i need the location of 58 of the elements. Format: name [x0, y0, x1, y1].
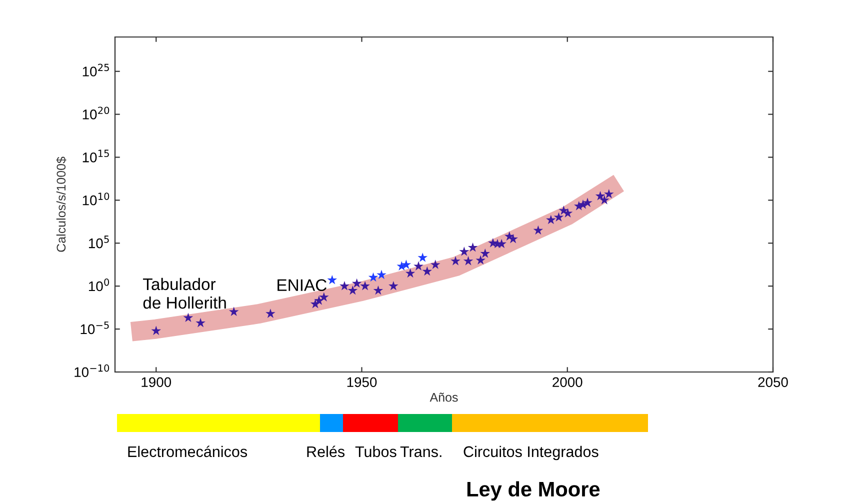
y-tick-label: 10$^{−5}$	[80, 322, 109, 334]
text: Relés	[307, 446, 345, 458]
annotation: Tabulador de Hollerith	[143, 278, 226, 309]
annotation: ENIAC	[278, 279, 327, 292]
point	[463, 256, 474, 266]
point	[340, 280, 350, 290]
text: Ley de Moore	[467, 481, 600, 501]
text: Tubos	[355, 446, 396, 458]
point	[414, 261, 424, 271]
point	[327, 274, 338, 284]
point	[151, 326, 162, 336]
point	[319, 292, 329, 302]
point	[401, 260, 412, 269]
point	[480, 248, 490, 258]
point	[604, 189, 614, 198]
point	[418, 252, 428, 262]
x-axis-title: Años	[430, 392, 458, 402]
point	[373, 285, 384, 295]
point	[554, 212, 564, 222]
point	[595, 190, 606, 200]
x-tick-label: 1950	[347, 377, 377, 388]
point	[405, 268, 416, 278]
point	[196, 318, 206, 328]
y-tick-label: 10$^{5}$	[88, 236, 109, 248]
point	[228, 306, 239, 316]
y-tick-label: 10$^{0}$	[88, 278, 110, 292]
point	[459, 246, 470, 256]
point	[476, 255, 486, 264]
point	[314, 296, 324, 305]
point	[360, 280, 370, 290]
y-tick-label: 10$^{20}$	[82, 106, 110, 120]
point	[266, 308, 276, 318]
x-tick-label: 2050	[758, 377, 788, 388]
point	[368, 272, 378, 282]
point	[546, 214, 556, 224]
text: Circuitos Integrados	[464, 446, 598, 460]
text: Trans.	[400, 446, 442, 458]
y-tick-label: 10$^{15}$	[82, 150, 109, 162]
point	[468, 242, 478, 252]
point	[376, 270, 386, 280]
point	[352, 278, 362, 288]
y-tick-label: 10$^{−10}$	[74, 364, 110, 378]
point	[183, 312, 194, 322]
point	[430, 260, 440, 269]
point	[582, 198, 592, 207]
y-tick-label: 10$^{10}$	[82, 192, 110, 206]
point	[422, 266, 432, 276]
point	[450, 256, 460, 266]
point	[533, 225, 544, 235]
point	[348, 285, 358, 295]
x-tick-label: 2000	[552, 377, 582, 388]
y-tick-label: 10$^{25}$	[82, 64, 109, 76]
point	[388, 280, 398, 290]
point	[599, 195, 610, 204]
point	[508, 234, 518, 244]
text: Electromecánicos	[128, 446, 248, 458]
y-axis-title: Calculos/s/1000$	[56, 156, 66, 252]
x-tick-label: 1900	[142, 377, 172, 388]
